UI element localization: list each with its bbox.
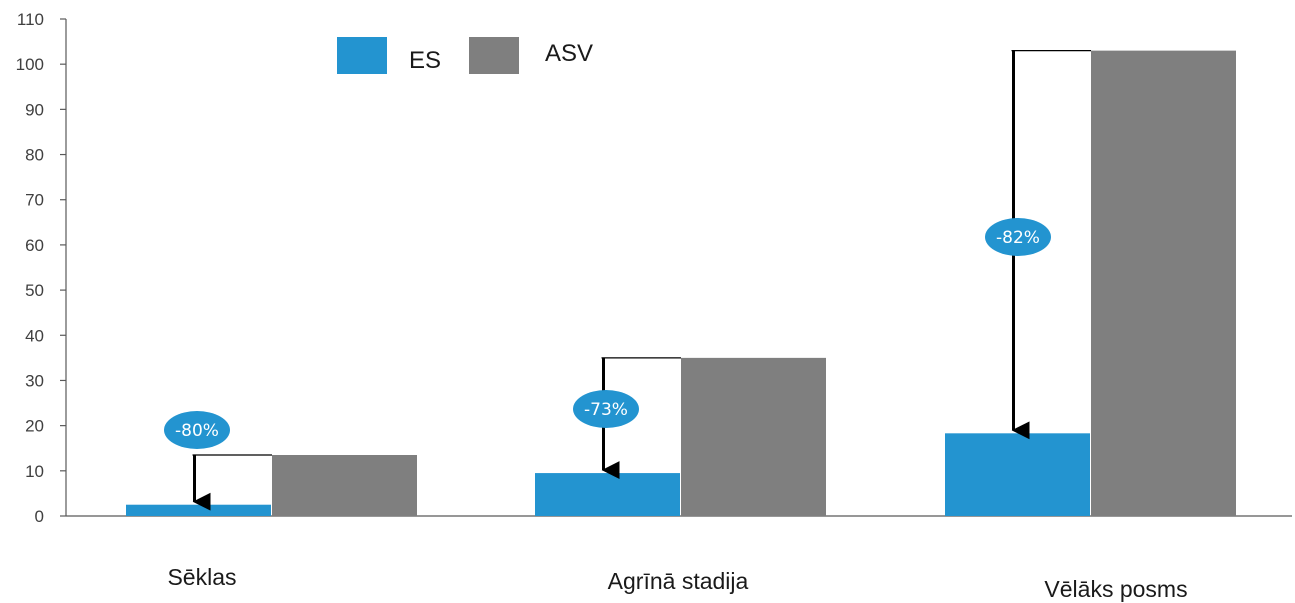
- y-tick-label: 80: [25, 146, 44, 165]
- legend: ES ASV: [337, 37, 593, 74]
- bar-asv: [1091, 50, 1236, 517]
- y-tick-label: 10: [25, 462, 44, 481]
- legend-label-asv: ASV: [545, 40, 593, 67]
- bar-asv: [681, 357, 826, 516]
- y-tick-label: 30: [25, 371, 44, 390]
- category-label: Vēlāks posms: [1044, 576, 1187, 602]
- y-tick-label: 100: [16, 55, 44, 74]
- y-tick-label: 90: [25, 100, 44, 119]
- gap-annotation-label: -73%: [584, 400, 628, 420]
- y-tick-label: 40: [25, 326, 44, 345]
- y-tick-label: 110: [17, 10, 44, 29]
- gap-annotation-bubble: [164, 411, 230, 449]
- y-tick-label: 20: [25, 417, 44, 436]
- gap-annotation-label: -80%: [175, 421, 219, 441]
- legend-swatch-asv: [469, 37, 519, 74]
- y-tick-label: 0: [35, 507, 44, 526]
- legend-swatch-es: [337, 37, 387, 74]
- y-tick-label: 50: [25, 281, 44, 300]
- category-label: Sēklas: [167, 564, 236, 590]
- y-tick-label: 70: [25, 191, 44, 210]
- gap-annotation-bubble: [985, 218, 1051, 256]
- gap-annotation-label: -82%: [996, 228, 1040, 248]
- bar-es: [945, 433, 1090, 516]
- annotations: -80% -73% -82%: [164, 49, 1091, 511]
- legend-label-es: ES: [409, 47, 441, 74]
- bar-es: [535, 473, 680, 516]
- category-label: Agrīnā stadija: [608, 568, 749, 594]
- bars: [126, 50, 1236, 517]
- category-labels: Sēklas Agrīnā stadija Vēlāks posms: [167, 564, 1187, 602]
- y-tick-label: 60: [25, 236, 44, 255]
- bar-asv: [272, 455, 417, 516]
- gap-annotation-bubble: [573, 390, 639, 428]
- bar-es: [126, 504, 271, 516]
